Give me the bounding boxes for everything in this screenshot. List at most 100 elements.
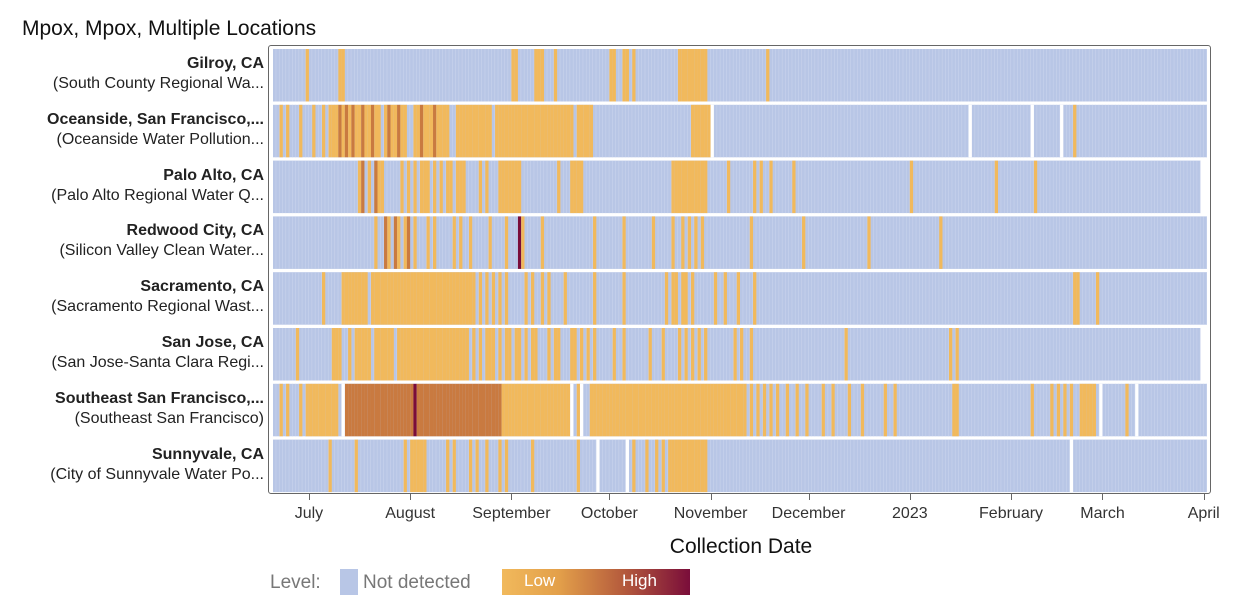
detection-cell[interactable] — [658, 383, 662, 437]
detection-cell[interactable] — [632, 383, 636, 437]
detection-cell[interactable] — [671, 383, 675, 437]
detection-cell[interactable] — [436, 383, 440, 437]
detection-cell[interactable] — [357, 272, 362, 325]
detection-cell[interactable] — [419, 439, 424, 493]
detection-cell[interactable] — [684, 160, 688, 214]
detection-cell[interactable] — [524, 104, 528, 158]
detection-cell[interactable] — [710, 383, 714, 437]
detection-cell[interactable] — [602, 383, 607, 437]
detection-cell[interactable] — [439, 383, 443, 437]
detection-cell[interactable] — [596, 383, 600, 437]
detection-cell[interactable] — [305, 383, 309, 437]
detection-cell[interactable] — [406, 272, 411, 325]
detection-cell[interactable] — [462, 272, 466, 325]
detection-cell[interactable] — [534, 328, 538, 381]
detection-cell[interactable] — [403, 439, 407, 493]
detection-cell[interactable] — [387, 272, 391, 325]
detection-cell[interactable] — [713, 272, 718, 325]
detection-cell[interactable] — [446, 272, 450, 325]
detection-cell[interactable] — [560, 383, 564, 437]
detection-cell[interactable] — [335, 383, 339, 437]
detection-cell[interactable] — [756, 383, 760, 437]
detection-cell[interactable] — [775, 383, 780, 437]
detection-cell[interactable] — [354, 383, 358, 437]
detection-cell[interactable] — [341, 49, 345, 102]
detection-cell[interactable] — [642, 383, 646, 437]
detection-cell[interactable] — [704, 328, 708, 381]
detection-cell[interactable] — [691, 272, 695, 325]
detection-cell[interactable] — [557, 160, 561, 214]
detection-cell[interactable] — [357, 160, 362, 214]
detection-cell[interactable] — [681, 272, 685, 325]
detection-cell[interactable] — [527, 104, 531, 158]
detection-cell[interactable] — [344, 383, 349, 437]
detection-cell[interactable] — [416, 328, 420, 381]
detection-cell[interactable] — [795, 383, 799, 437]
detection-cell[interactable] — [367, 328, 371, 381]
detection-cell[interactable] — [361, 272, 365, 325]
detection-cell[interactable] — [465, 104, 469, 158]
detection-cell[interactable] — [553, 49, 558, 102]
detection-cell[interactable] — [586, 328, 590, 381]
detection-cell[interactable] — [498, 439, 502, 493]
detection-cell[interactable] — [677, 328, 682, 381]
detection-cell[interactable] — [697, 104, 701, 158]
detection-cell[interactable] — [622, 49, 626, 102]
detection-cell[interactable] — [413, 383, 417, 437]
detection-cell[interactable] — [397, 328, 401, 381]
detection-cell[interactable] — [704, 439, 708, 493]
detection-cell[interactable] — [707, 104, 711, 158]
detection-cell[interactable] — [563, 104, 567, 158]
detection-cell[interactable] — [318, 383, 322, 437]
detection-cell[interactable] — [687, 439, 692, 493]
detection-cell[interactable] — [442, 104, 447, 158]
detection-cell[interactable] — [511, 383, 515, 437]
detection-cell[interactable] — [485, 104, 489, 158]
detection-cell[interactable] — [508, 383, 512, 437]
detection-cell[interactable] — [410, 383, 414, 437]
detection-cell[interactable] — [439, 160, 443, 214]
detection-cell[interactable] — [740, 328, 744, 381]
detection-cell[interactable] — [455, 272, 460, 325]
detection-cell[interactable] — [478, 328, 483, 381]
detection-cell[interactable] — [593, 328, 597, 381]
detection-cell[interactable] — [749, 216, 754, 269]
detection-cell[interactable] — [436, 104, 440, 158]
detection-cell[interactable] — [1125, 383, 1129, 437]
detection-cell[interactable] — [485, 272, 489, 325]
detection-cell[interactable] — [1050, 383, 1054, 437]
detection-cell[interactable] — [684, 272, 688, 325]
detection-cell[interactable] — [540, 104, 545, 158]
detection-cell[interactable] — [514, 160, 518, 214]
detection-cell[interactable] — [540, 383, 545, 437]
detection-cell[interactable] — [883, 383, 887, 437]
detection-cell[interactable] — [632, 49, 636, 102]
detection-cell[interactable] — [433, 216, 437, 269]
detection-cell[interactable] — [429, 383, 434, 437]
detection-cell[interactable] — [762, 383, 767, 437]
detection-cell[interactable] — [635, 383, 639, 437]
detection-cell[interactable] — [482, 383, 486, 437]
detection-cell[interactable] — [537, 104, 541, 158]
detection-cell[interactable] — [341, 272, 345, 325]
detection-cell[interactable] — [403, 272, 407, 325]
detection-cell[interactable] — [570, 328, 574, 381]
detection-cell[interactable] — [847, 383, 852, 437]
detection-cell[interactable] — [694, 439, 698, 493]
detection-cell[interactable] — [452, 439, 456, 493]
detection-cell[interactable] — [361, 383, 365, 437]
detection-cell[interactable] — [498, 104, 502, 158]
detection-cell[interactable] — [547, 383, 551, 437]
detection-cell[interactable] — [671, 160, 675, 214]
detection-cell[interactable] — [593, 272, 597, 325]
detection-cell[interactable] — [576, 160, 580, 214]
detection-cell[interactable] — [504, 104, 509, 158]
detection-cell[interactable] — [416, 272, 420, 325]
detection-cell[interactable] — [704, 104, 708, 158]
detection-cell[interactable] — [478, 104, 483, 158]
detection-cell[interactable] — [508, 328, 512, 381]
detection-cell[interactable] — [560, 104, 564, 158]
detection-cell[interactable] — [622, 216, 626, 269]
detection-cell[interactable] — [501, 104, 505, 158]
detection-cell[interactable] — [527, 383, 531, 437]
